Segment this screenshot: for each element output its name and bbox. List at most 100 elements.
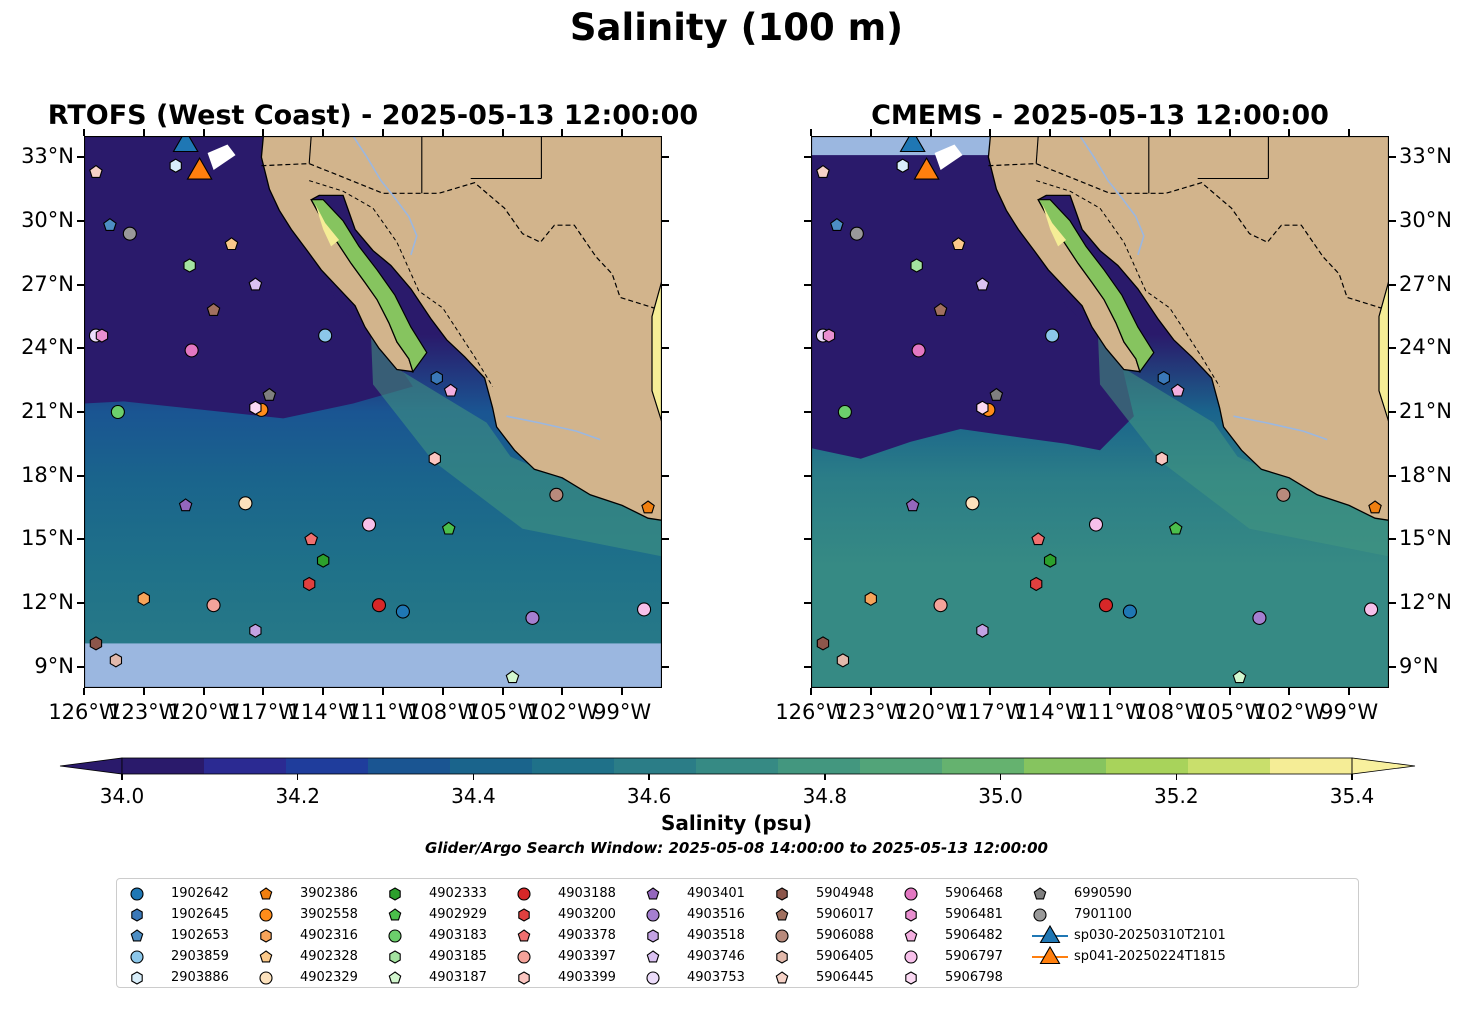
legend-marker xyxy=(905,908,917,922)
lat-tick-mark xyxy=(1389,474,1396,477)
float-4903188 xyxy=(1098,598,1114,613)
colorbar-tick-label: 35.2 xyxy=(1154,784,1199,808)
legend-symbol xyxy=(776,950,788,964)
legend-marker xyxy=(647,929,659,943)
float-4902333 xyxy=(316,553,330,568)
float-4903399 xyxy=(1155,451,1168,466)
colorbar-tick-label: 34.6 xyxy=(626,784,672,808)
legend-marker xyxy=(646,908,660,922)
float-4903746 xyxy=(975,277,990,291)
float-4903518 xyxy=(249,623,262,638)
lat-tick-mark xyxy=(1389,347,1396,350)
legend-marker xyxy=(517,887,531,901)
lat-tick-mark xyxy=(77,538,84,541)
float-6990590 xyxy=(262,387,277,401)
lon-tick-label: 102°W xyxy=(526,700,599,724)
lat-tick-mark xyxy=(662,602,669,605)
legend-marker xyxy=(259,950,273,963)
lon-tick-mark xyxy=(501,129,504,136)
float-3902386 xyxy=(641,500,655,514)
float-4902329 xyxy=(238,496,253,511)
legend-symbol xyxy=(904,929,918,942)
float-1902645 xyxy=(430,370,443,386)
lat-tick-label: 12°N xyxy=(21,590,74,615)
legend-item: 7901100 xyxy=(1030,904,1220,925)
lon-tick-mark xyxy=(1348,129,1351,136)
lat-tick-mark xyxy=(662,283,669,286)
legend-label: 4903746 xyxy=(687,949,745,964)
state-border-us-0 xyxy=(1035,136,1039,164)
lat-tick-mark xyxy=(77,602,84,605)
legend-label: 4902328 xyxy=(300,949,358,964)
legend-symbol xyxy=(517,950,531,964)
legend-item: 4903753 xyxy=(643,967,833,988)
legend-marker xyxy=(904,887,918,901)
lat-tick-mark xyxy=(1389,538,1396,541)
legend-label: 5906088 xyxy=(816,928,874,943)
legend-symbol xyxy=(1033,887,1047,900)
float-4903183 xyxy=(110,404,125,420)
lat-tick-mark xyxy=(804,411,811,413)
river xyxy=(1079,136,1145,256)
float-5904948 xyxy=(89,636,103,651)
legend-symbol xyxy=(517,887,531,901)
float-4902328 xyxy=(951,237,966,251)
lon-tick-mark xyxy=(1348,688,1351,695)
river xyxy=(352,136,418,256)
legend-marker xyxy=(905,971,917,985)
lat-tick-label: 15°N xyxy=(1399,526,1452,551)
lon-tick-mark xyxy=(322,129,325,136)
float-5906405 xyxy=(109,653,123,668)
colorbar-over-extension xyxy=(1351,757,1416,775)
legend-marker xyxy=(388,971,402,984)
legend-label: 5906481 xyxy=(945,907,1003,922)
figure-title: Salinity (100 m) xyxy=(569,6,904,49)
coastal-high-salinity-band xyxy=(371,335,662,557)
float-2903859 xyxy=(1045,328,1060,343)
lon-tick-label: 123°W xyxy=(835,700,907,724)
lat-tick-label: 24°N xyxy=(21,335,74,360)
lon-tick-mark xyxy=(621,688,624,695)
float-2903886 xyxy=(896,158,909,173)
legend-label: 4903183 xyxy=(429,928,487,943)
lon-tick-mark xyxy=(810,688,812,695)
legend-label: 4903185 xyxy=(429,949,487,964)
float-4903378 xyxy=(304,532,319,546)
legend-marker xyxy=(130,887,144,901)
lon-tick-mark xyxy=(1288,129,1291,136)
lat-tick-mark xyxy=(662,538,669,541)
legend-label: 5906482 xyxy=(945,928,1003,943)
legend-item: 5906017 xyxy=(772,904,962,925)
legend-item: 4903185 xyxy=(385,946,575,967)
colorbar-tick-label: 35.4 xyxy=(1329,784,1375,808)
legend-label: 4903401 xyxy=(687,886,745,901)
lon-tick-mark xyxy=(83,129,85,136)
legend-label: 2903886 xyxy=(171,970,229,985)
lon-tick-mark xyxy=(810,129,812,136)
legend-symbol xyxy=(1039,946,1061,965)
lon-tick-label: 114°W xyxy=(287,700,359,724)
legend-symbol xyxy=(1039,925,1061,944)
legend-label: sp041-20250224T1815 xyxy=(1074,949,1226,964)
legend-item: 5906088 xyxy=(772,925,962,946)
colorbar-tick-label: 34.8 xyxy=(802,784,848,808)
map-frame xyxy=(84,136,662,688)
lon-tick-label: 120°W xyxy=(167,700,240,724)
lon-tick-mark xyxy=(441,688,444,695)
legend-symbol xyxy=(389,950,401,964)
float-3902386 xyxy=(1368,500,1382,514)
lon-tick-label: 120°W xyxy=(894,700,967,724)
lat-tick-mark xyxy=(804,219,811,222)
colorbar-tick-mark xyxy=(824,774,826,780)
legend-marker xyxy=(388,908,402,921)
float-unlabeled xyxy=(637,602,652,617)
float-4903516 xyxy=(525,610,540,625)
lat-tick-mark xyxy=(662,156,669,159)
lon-tick-mark xyxy=(202,688,205,695)
legend-marker xyxy=(776,887,788,901)
legend-marker xyxy=(775,971,789,984)
glider-sp030-20250310T2101 xyxy=(899,136,926,153)
float-4902333 xyxy=(1043,553,1057,568)
legend-symbol xyxy=(130,887,144,901)
lon-tick-mark xyxy=(262,688,265,695)
